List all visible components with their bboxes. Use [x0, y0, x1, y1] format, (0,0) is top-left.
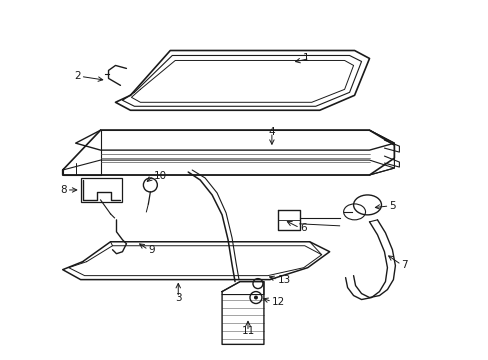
Text: 10: 10	[153, 171, 166, 181]
Text: 7: 7	[401, 260, 407, 270]
Text: 3: 3	[175, 293, 181, 302]
Text: 1: 1	[303, 54, 309, 63]
Text: 8: 8	[60, 185, 66, 195]
Circle shape	[253, 296, 258, 300]
Text: 5: 5	[388, 201, 395, 211]
Text: 9: 9	[148, 245, 155, 255]
Text: 11: 11	[241, 327, 254, 336]
Bar	[81, 178, 122, 202]
Text: 2: 2	[74, 71, 81, 81]
Text: 6: 6	[299, 223, 306, 233]
Text: 12: 12	[271, 297, 285, 306]
Text: 13: 13	[277, 275, 290, 285]
Text: 4: 4	[268, 127, 275, 137]
